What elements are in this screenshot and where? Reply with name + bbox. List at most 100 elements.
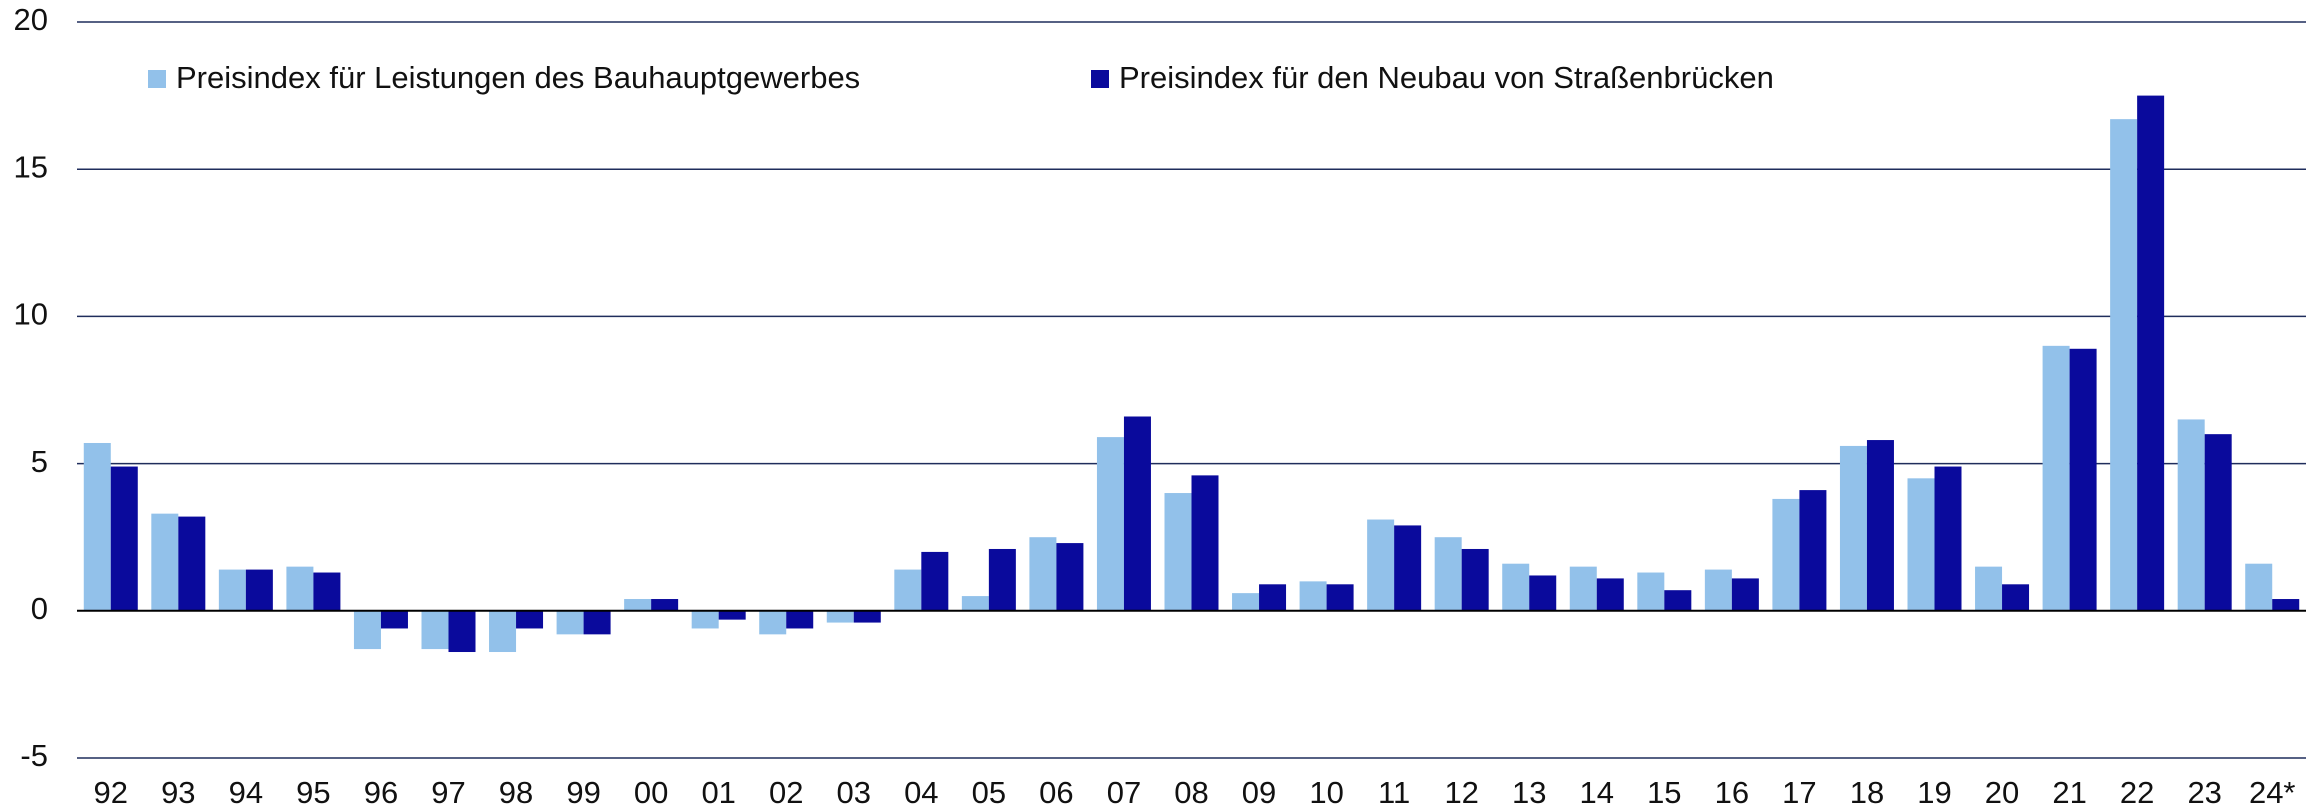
x-tick-label: 00 [634, 775, 668, 810]
x-tick-label: 02 [769, 775, 803, 810]
bar [286, 566, 314, 611]
bar [1596, 578, 1624, 611]
bar [2110, 119, 2138, 611]
legend-swatch [1091, 70, 1109, 88]
x-tick-label: 08 [1174, 775, 1208, 810]
bar [489, 610, 517, 653]
bar [2245, 563, 2273, 611]
bar [1839, 445, 1867, 611]
bar [786, 610, 814, 629]
bar [516, 610, 544, 629]
legend-label: Preisindex für den Neubau von Straßenbrü… [1119, 60, 1774, 95]
x-tick-label: 93 [161, 775, 195, 810]
x-tick-label: 12 [1444, 775, 1478, 810]
bar [245, 569, 273, 611]
bar [624, 599, 652, 611]
bar [1799, 490, 1827, 611]
bar [759, 610, 787, 635]
bar [583, 610, 611, 635]
bar [2137, 95, 2165, 611]
bar [1569, 566, 1597, 611]
bar [353, 610, 381, 650]
bar [853, 610, 881, 623]
x-tick-label: 23 [2187, 775, 2221, 810]
bar [1731, 578, 1759, 611]
x-tick-label: 20 [1985, 775, 2019, 810]
x-tick-label: 19 [1917, 775, 1951, 810]
x-tick-label: 16 [1715, 775, 1749, 810]
y-tick-label: 5 [31, 444, 48, 479]
bar [1123, 416, 1151, 611]
bar [83, 442, 111, 611]
bar [1434, 537, 1462, 611]
bar [1164, 493, 1192, 611]
y-tick-label: 15 [14, 149, 48, 184]
bar [1394, 525, 1422, 611]
bar [1299, 581, 1327, 611]
x-tick-label: 15 [1647, 775, 1681, 810]
bar [921, 551, 949, 611]
bar [894, 569, 922, 611]
bar [718, 610, 746, 620]
bar [1461, 548, 1489, 611]
x-tick-label: 99 [566, 775, 600, 810]
bar [961, 596, 989, 611]
legend-swatch [148, 70, 166, 88]
y-tick-label: 20 [14, 2, 48, 37]
bar [1637, 572, 1665, 611]
x-tick-label: 13 [1512, 775, 1546, 810]
bar [1191, 475, 1219, 611]
x-tick-label: 21 [2052, 775, 2086, 810]
x-tick-label: 96 [364, 775, 398, 810]
bar [1326, 584, 1354, 611]
x-tick-label: 07 [1107, 775, 1141, 810]
bar [218, 569, 246, 611]
x-tick-label: 18 [1850, 775, 1884, 810]
bar [1934, 466, 1962, 611]
y-tick-label: -5 [20, 738, 48, 773]
x-tick-label: 97 [431, 775, 465, 810]
bar [1056, 543, 1084, 611]
x-tick-label: 11 [1378, 775, 1410, 810]
x-tick-label: 94 [229, 775, 263, 810]
x-tick-label: 98 [499, 775, 533, 810]
bar [2204, 434, 2232, 611]
y-tick-label: 10 [14, 297, 48, 332]
bar [313, 572, 341, 611]
x-tick-label: 10 [1309, 775, 1343, 810]
bar [421, 610, 449, 650]
bar [1772, 498, 1800, 611]
bar [110, 466, 138, 611]
bar [2002, 584, 2030, 611]
x-tick-label: 95 [296, 775, 330, 810]
x-tick-label: 92 [94, 775, 128, 810]
x-tick-label: 04 [904, 775, 938, 810]
y-tick-label: 0 [31, 591, 48, 626]
x-tick-label: 24* [2249, 775, 2296, 810]
bar [556, 610, 584, 635]
bar [448, 610, 476, 653]
bar [2272, 599, 2300, 611]
x-tick-label: 01 [701, 775, 735, 810]
bar [1975, 566, 2003, 611]
x-tick-label: 09 [1242, 775, 1276, 810]
x-tick-label: 06 [1039, 775, 1073, 810]
bar [1866, 440, 1894, 611]
x-tick-label: 22 [2120, 775, 2154, 810]
bar [1232, 593, 1260, 611]
bar [826, 610, 854, 623]
bar [1704, 569, 1732, 611]
bar [1096, 437, 1124, 611]
bar [1259, 584, 1287, 611]
bar [1502, 563, 1530, 611]
bar [1529, 575, 1557, 611]
legend-label: Preisindex für Leistungen des Bauhauptge… [176, 60, 860, 95]
bar [2069, 348, 2097, 611]
bar [1367, 519, 1395, 611]
bar [178, 516, 206, 611]
bar [651, 599, 679, 611]
bar [1907, 478, 1935, 611]
bar [988, 548, 1016, 611]
bar [2042, 345, 2070, 611]
